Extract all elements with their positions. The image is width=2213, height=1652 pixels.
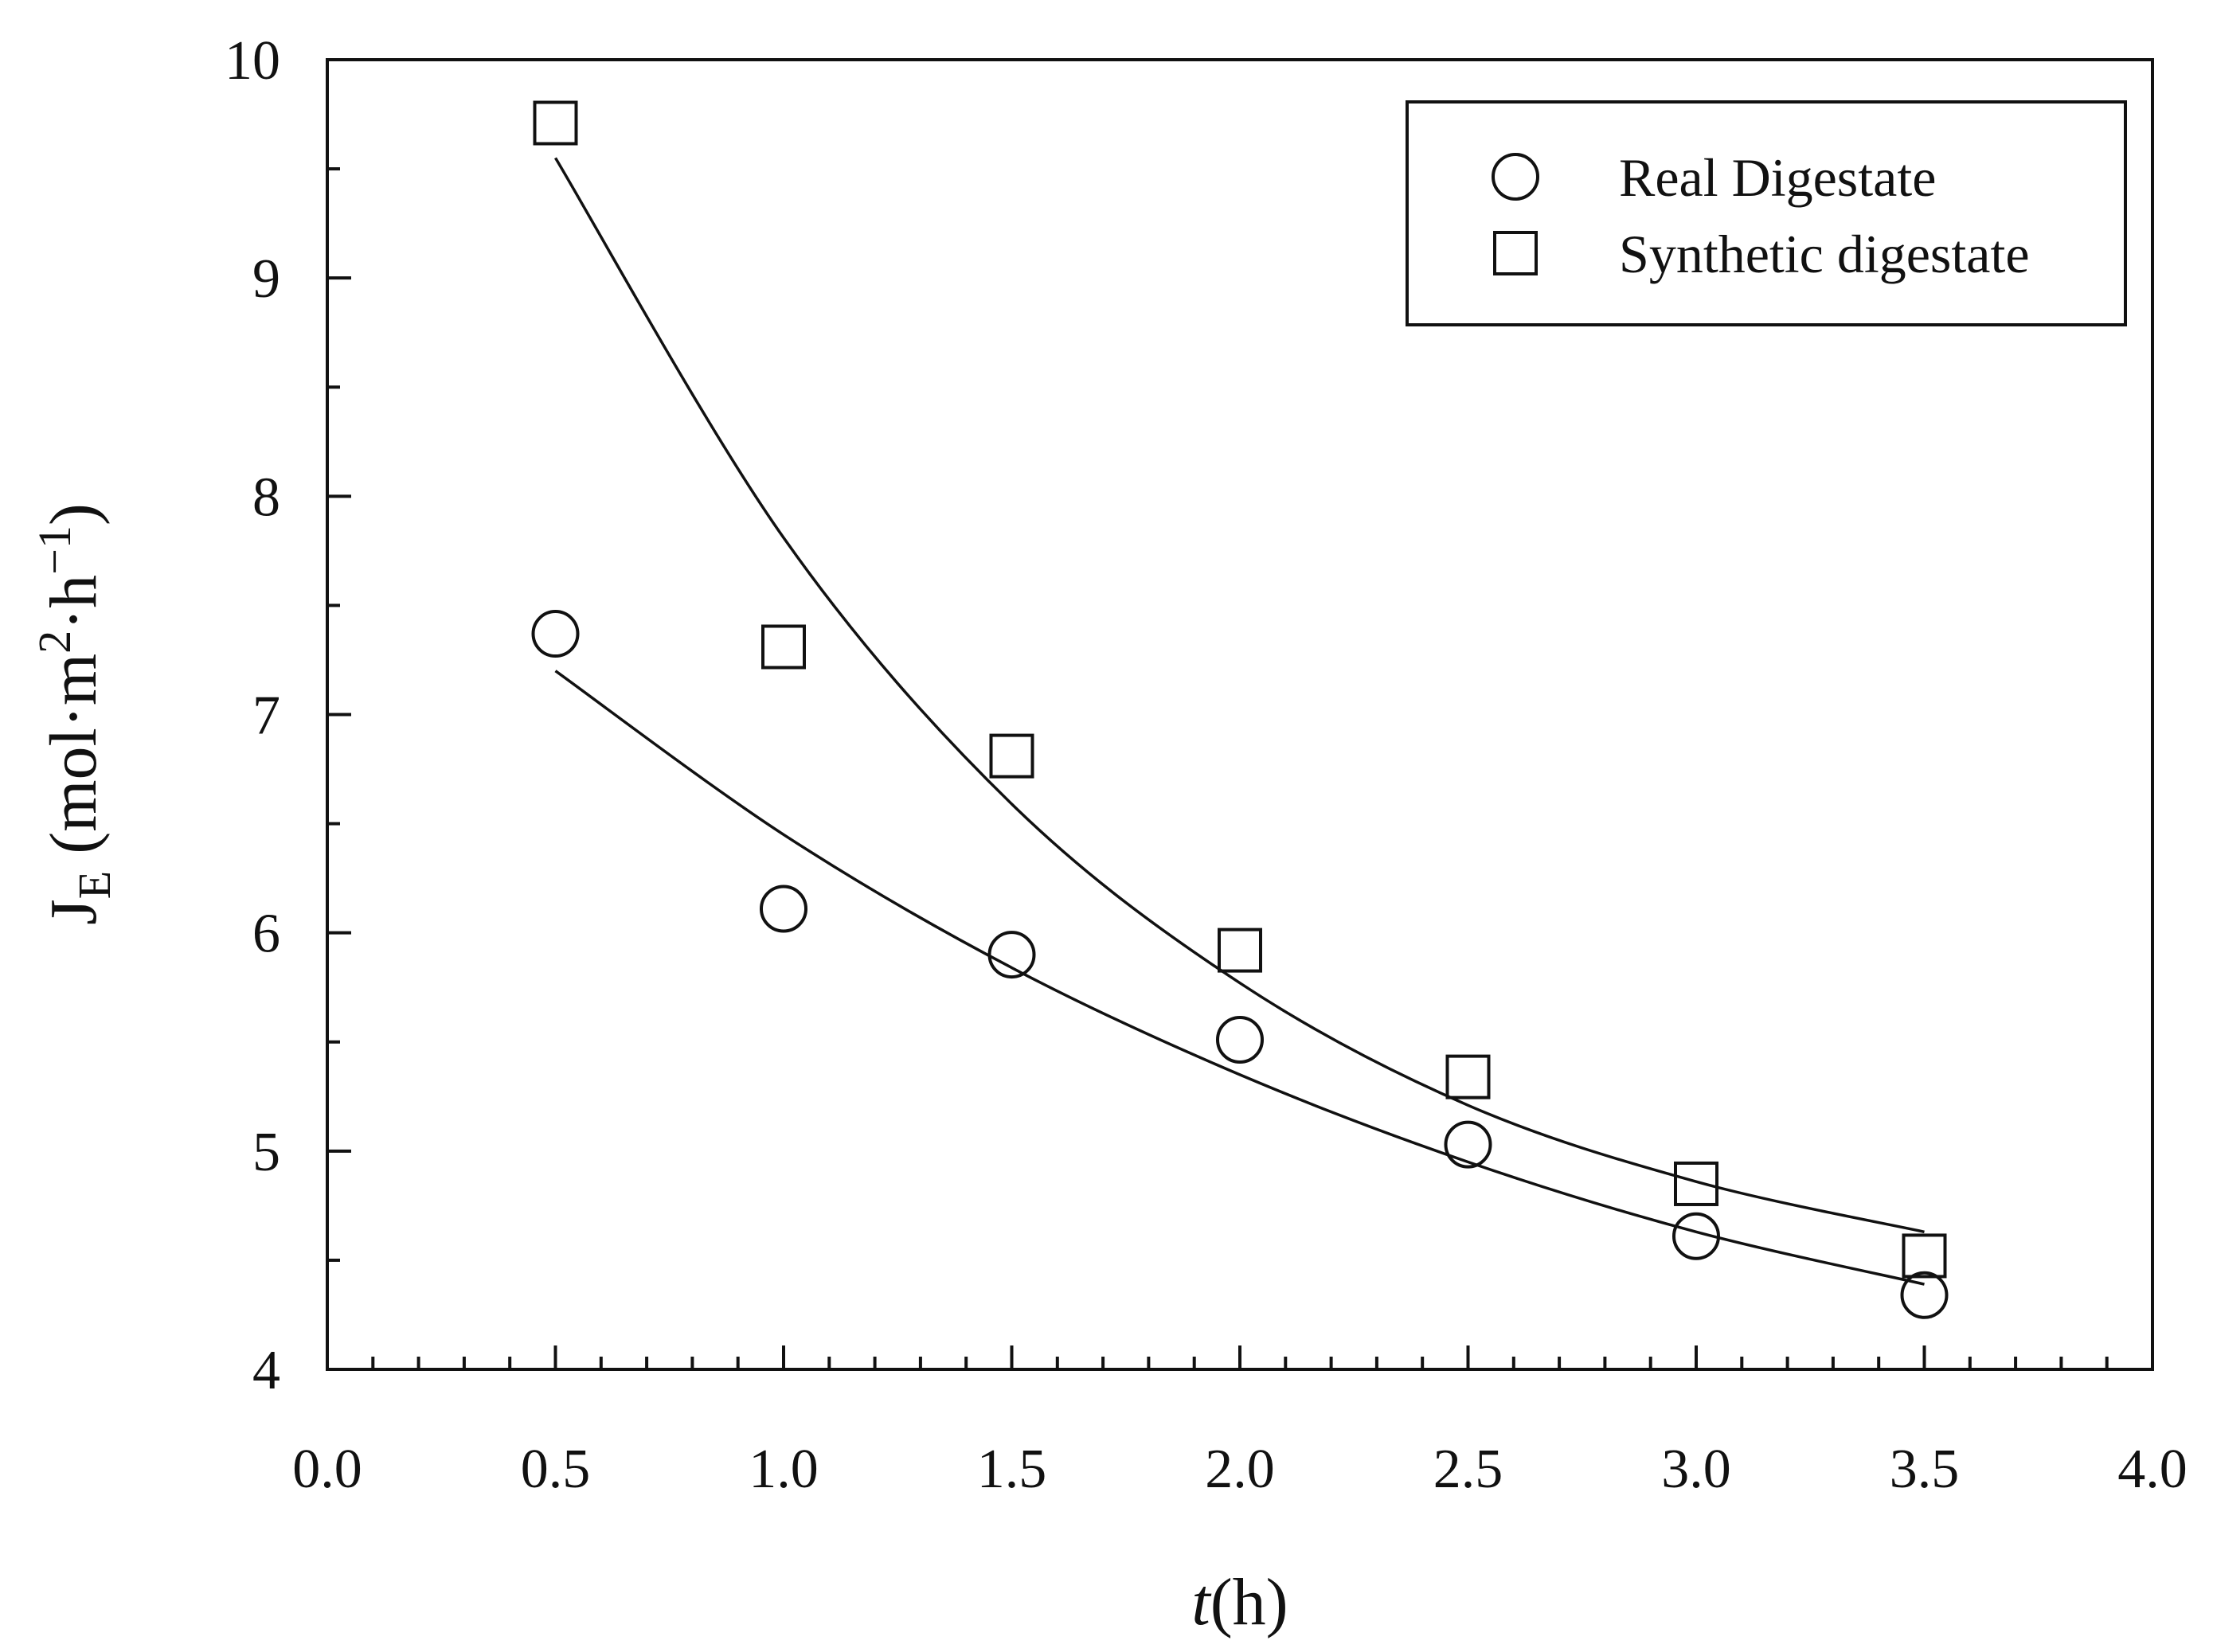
y-tick-label: 6 (252, 904, 280, 965)
y-axis-tick-labels: 4 5 6 7 8 9 10 (225, 30, 280, 1401)
data-point-synthetic-digestate (1902, 1233, 1947, 1279)
y-tick-label: 9 (252, 248, 280, 310)
legend-marker-synthetic-digestate (1493, 231, 1538, 275)
data-point-synthetic-digestate (761, 624, 806, 670)
y-axis-title-units-end: ) (37, 503, 111, 525)
legend-marker-real-digestate (1492, 153, 1539, 201)
x-tick-label: 0.0 (292, 1439, 362, 1500)
data-point-real-digestate (760, 885, 807, 933)
data-point-synthetic-digestate (1218, 928, 1262, 973)
x-tick-label: 2.5 (1433, 1439, 1503, 1500)
legend-label-real-digestate: Real Digestate (1619, 147, 1936, 208)
data-point-real-digestate (1216, 1016, 1264, 1064)
y-axis-title-superscript-1: 2 (29, 631, 80, 654)
x-tick-label: 2.0 (1205, 1439, 1275, 1500)
y-tick-label: 5 (252, 1122, 280, 1183)
legend: Real Digestate Synthetic digestate (1406, 100, 2127, 326)
data-point-real-digestate (1672, 1212, 1720, 1260)
x-axis-title: t(h) (1191, 1565, 1288, 1639)
x-tick-label: 0.5 (521, 1439, 591, 1500)
data-point-synthetic-digestate (1674, 1161, 1718, 1206)
x-tick-label: 4.0 (2117, 1439, 2188, 1500)
y-axis-title-units-middle: ·h (37, 575, 111, 631)
data-point-synthetic-digestate (1445, 1054, 1491, 1099)
legend-box (1406, 100, 2127, 326)
x-axis-tick-labels: 0.0 0.5 1.0 1.5 2.0 2.5 3.0 3.5 4.0 (292, 1439, 2188, 1500)
x-tick-label: 3.0 (1661, 1439, 1731, 1500)
y-axis-ticks (327, 58, 351, 1371)
data-point-real-digestate (531, 610, 580, 658)
x-axis-ticks (326, 1345, 2154, 1369)
y-tick-label: 10 (225, 30, 280, 92)
fit-curve-real-digestate (554, 670, 1925, 1286)
x-tick-label: 1.0 (749, 1439, 819, 1500)
y-axis-title-symbol: J (37, 899, 111, 925)
data-point-synthetic-digestate (989, 733, 1034, 779)
fit-curves (554, 157, 1925, 1286)
x-tick-label: 1.5 (977, 1439, 1047, 1500)
y-tick-label: 8 (252, 467, 280, 528)
y-tick-label: 7 (252, 685, 280, 747)
x-axis-title-variable: t (1191, 1565, 1212, 1639)
y-axis-title-units-start: (mol·m (37, 654, 111, 871)
data-point-real-digestate (987, 931, 1036, 979)
y-tick-label: 4 (252, 1340, 280, 1401)
data-point-synthetic-digestate (533, 100, 578, 146)
legend-label-synthetic-digestate: Synthetic digestate (1619, 224, 2030, 284)
data-point-real-digestate (1900, 1271, 1949, 1319)
y-axis-title-subscript: E (68, 871, 120, 899)
fit-curve-synthetic-digestate (554, 157, 1925, 1234)
y-axis-title-superscript-2: −1 (29, 525, 80, 575)
x-axis-title-unit: (h) (1210, 1565, 1288, 1639)
data-markers (531, 100, 1949, 1319)
x-tick-label: 3.5 (1890, 1439, 1960, 1500)
y-axis-title: JE (mol·m2·h−1) (29, 503, 120, 925)
data-point-real-digestate (1444, 1120, 1492, 1169)
